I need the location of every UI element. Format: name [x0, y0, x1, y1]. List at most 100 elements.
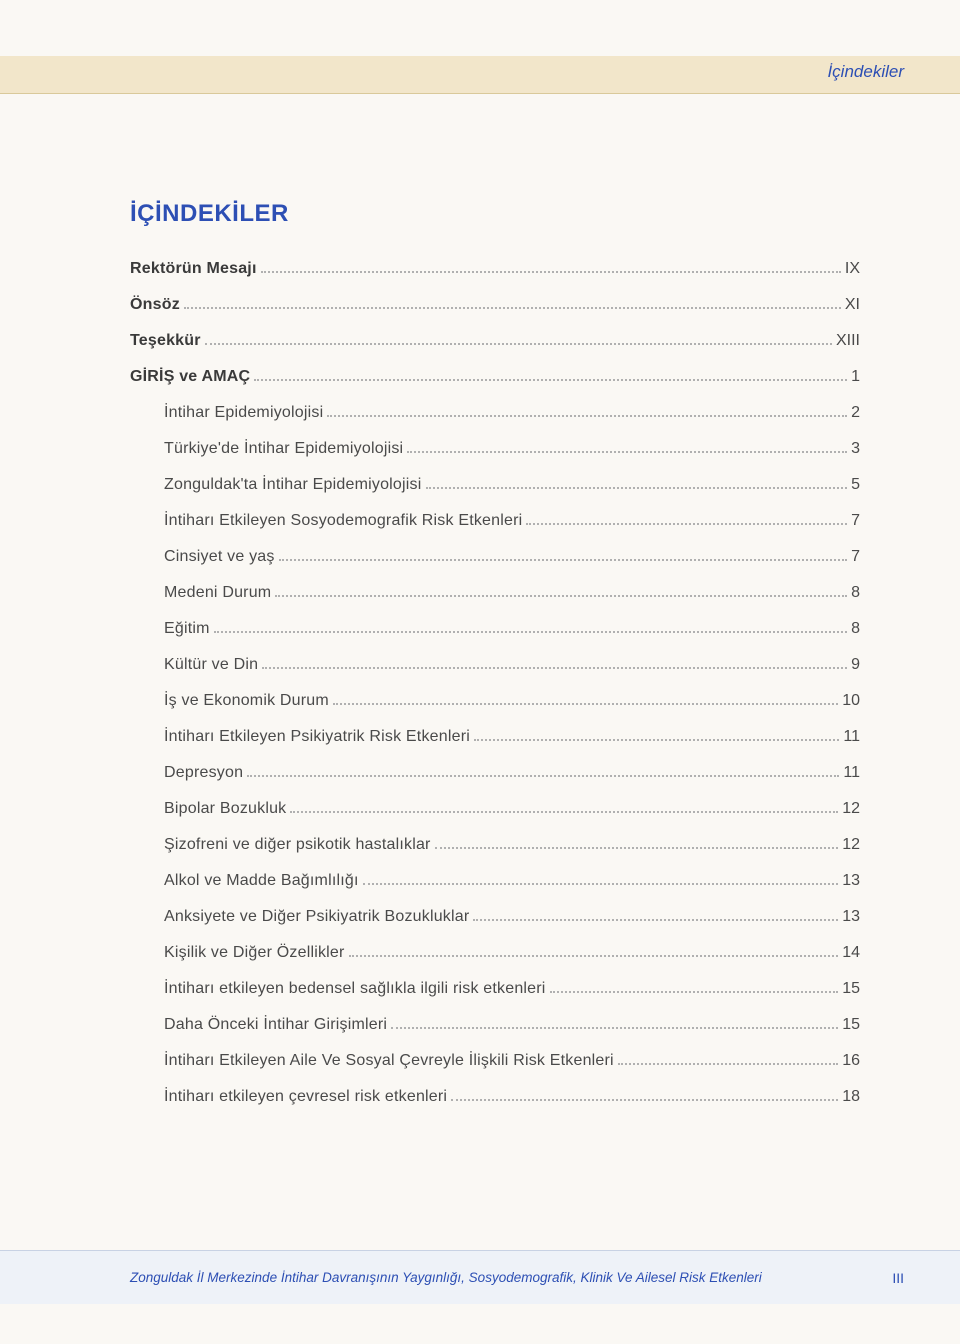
toc-list: Rektörün MesajıIX Önsöz XI TeşekkürXIII GİRİ… — [130, 260, 860, 1106]
header-band: İçindekiler — [0, 56, 960, 94]
toc-leader-dots — [407, 451, 847, 453]
toc-entry-label: GİRİŞ ve AMAÇ — [130, 368, 250, 386]
toc-entry: Daha Önceki İntihar Girişimleri 15 — [130, 1016, 860, 1034]
toc-leader-dots — [275, 595, 847, 597]
toc-entry-label: İş ve Ekonomik Durum — [164, 692, 329, 710]
toc-leader-dots — [327, 415, 847, 417]
toc-leader-dots — [391, 1027, 838, 1029]
toc-entry: İntihar Epidemiyolojisi 2 — [130, 404, 860, 422]
toc-entry-page: 14 — [842, 944, 860, 962]
toc-leader-dots — [333, 703, 838, 705]
toc-entry-label: İntiharı Etkileyen Psikiyatrik Risk Etke… — [164, 728, 470, 746]
toc-entry-page: 8 — [851, 620, 860, 638]
toc-entry-page: 15 — [842, 980, 860, 998]
toc-entry: Anksiyete ve Diğer Psikiyatrik Bozuklukl… — [130, 908, 860, 926]
toc-entry-label: Türkiye'de İntihar Epidemiyolojisi — [164, 440, 403, 458]
toc-leader-dots — [474, 739, 839, 741]
toc-leader-dots — [262, 667, 847, 669]
toc-leader-dots — [550, 991, 839, 993]
toc-entry: Önsöz XI — [130, 296, 860, 314]
toc-entry: Kişilik ve Diğer Özellikler 14 — [130, 944, 860, 962]
toc-entry-label: Zonguldak'ta İntihar Epidemiyolojisi — [164, 476, 422, 494]
toc-entry: Kültür ve Din 9 — [130, 656, 860, 674]
toc-leader-dots — [473, 919, 838, 921]
toc-entry-page: 2 — [851, 404, 860, 422]
toc-entry: İş ve Ekonomik Durum 10 — [130, 692, 860, 710]
toc-leader-dots — [349, 955, 839, 957]
toc-entry-label: Şizofreni ve diğer psikotik hastalıklar — [164, 836, 431, 854]
toc-entry: Şizofreni ve diğer psikotik hastalıklar 1… — [130, 836, 860, 854]
toc-entry-label: Bipolar Bozukluk — [164, 800, 286, 818]
toc-leader-dots — [279, 559, 848, 561]
footer-page-number: III — [892, 1270, 904, 1286]
toc-entry-label: Kültür ve Din — [164, 656, 258, 674]
toc-entry: İntiharı Etkileyen Sosyodemografik Risk … — [130, 512, 860, 530]
toc-leader-dots — [290, 811, 838, 813]
toc-leader-dots — [247, 775, 839, 777]
toc-leader-dots — [435, 847, 839, 849]
header-section-label: İçindekiler — [827, 62, 904, 82]
toc-title: İÇİNDEKİLER — [130, 200, 860, 228]
toc-entry-page: 8 — [851, 584, 860, 602]
toc-leader-dots — [184, 307, 841, 309]
toc-leader-dots — [363, 883, 839, 885]
toc-entry-page: 5 — [851, 476, 860, 494]
toc-entry: Depresyon 11 — [130, 764, 860, 782]
toc-entry: İntiharı Etkileyen Aile Ve Sosyal Çevrey… — [130, 1052, 860, 1070]
toc-entry: TeşekkürXIII — [130, 332, 860, 350]
toc-entry-label: Anksiyete ve Diğer Psikiyatrik Bozuklukl… — [164, 908, 469, 926]
toc-entry-label: İntiharı etkileyen bedensel sağlıkla ilg… — [164, 980, 546, 998]
toc-leader-dots — [261, 271, 841, 273]
toc-entry-label: Daha Önceki İntihar Girişimleri — [164, 1016, 387, 1034]
toc-entry-page: 16 — [842, 1052, 860, 1070]
toc-entry-label: İntiharı Etkileyen Aile Ve Sosyal Çevrey… — [164, 1052, 614, 1070]
toc-entry-page: XIII — [836, 332, 860, 350]
toc-entry-label: Alkol ve Madde Bağımlılığı — [164, 872, 359, 890]
toc-entry: İntiharı Etkileyen Psikiyatrik Risk Etke… — [130, 728, 860, 746]
toc-leader-dots — [451, 1099, 838, 1101]
toc-entry-page: 12 — [842, 836, 860, 854]
toc-entry-page: 10 — [842, 692, 860, 710]
toc-entry-label: Depresyon — [164, 764, 243, 782]
toc-leader-dots — [526, 523, 847, 525]
toc-entry-page: XI — [845, 296, 860, 314]
toc-leader-dots — [254, 379, 847, 381]
toc-entry: Alkol ve Madde Bağımlılığı13 — [130, 872, 860, 890]
toc-entry-page: 12 — [842, 800, 860, 818]
toc-entry-label: İntiharı Etkileyen Sosyodemografik Risk … — [164, 512, 522, 530]
toc-entry-label: Önsöz — [130, 296, 180, 314]
toc-entry-page: 15 — [842, 1016, 860, 1034]
toc-leader-dots — [618, 1063, 838, 1065]
toc-entry: Medeni Durum8 — [130, 584, 860, 602]
toc-entry-label: İntihar Epidemiyolojisi — [164, 404, 323, 422]
toc-entry: İntiharı etkileyen bedensel sağlıkla ilg… — [130, 980, 860, 998]
toc-entry-page: 7 — [851, 548, 860, 566]
toc-entry: Türkiye'de İntihar Epidemiyolojisi 3 — [130, 440, 860, 458]
toc-entry-page: 11 — [843, 728, 860, 746]
toc-entry-label: Cinsiyet ve yaş — [164, 548, 275, 566]
toc-entry-label: Eğitim — [164, 620, 210, 638]
toc-entry-label: Rektörün Mesajı — [130, 260, 257, 278]
footer-band: Zonguldak İl Merkezinde İntihar Davranış… — [0, 1250, 960, 1304]
footer-text: Zonguldak İl Merkezinde İntihar Davranış… — [130, 1270, 872, 1285]
page-container: İçindekiler İÇİNDEKİLER Rektörün MesajıI… — [0, 0, 960, 1344]
toc-entry: Zonguldak'ta İntihar Epidemiyolojisi 5 — [130, 476, 860, 494]
toc-leader-dots — [205, 343, 832, 345]
toc-entry-page: 18 — [842, 1088, 860, 1106]
toc-entry-page: 11 — [843, 764, 860, 782]
toc-entry-label: İntiharı etkileyen çevresel risk etkenle… — [164, 1088, 447, 1106]
toc-leader-dots — [214, 631, 847, 633]
content-area: İÇİNDEKİLER Rektörün MesajıIX Önsöz XI Teşe… — [130, 200, 860, 1124]
toc-entry: Eğitim 8 — [130, 620, 860, 638]
toc-entry-page: 13 — [842, 908, 860, 926]
toc-entry: İntiharı etkileyen çevresel risk etkenle… — [130, 1088, 860, 1106]
toc-leader-dots — [426, 487, 848, 489]
toc-entry: Rektörün MesajıIX — [130, 260, 860, 278]
toc-entry-label: Kişilik ve Diğer Özellikler — [164, 944, 345, 962]
toc-entry: Bipolar Bozukluk 12 — [130, 800, 860, 818]
toc-entry-page: 3 — [851, 440, 860, 458]
toc-entry: Cinsiyet ve yaş 7 — [130, 548, 860, 566]
toc-entry: GİRİŞ ve AMAÇ1 — [130, 368, 860, 386]
toc-entry-page: 7 — [851, 512, 860, 530]
toc-entry-page: 9 — [851, 656, 860, 674]
